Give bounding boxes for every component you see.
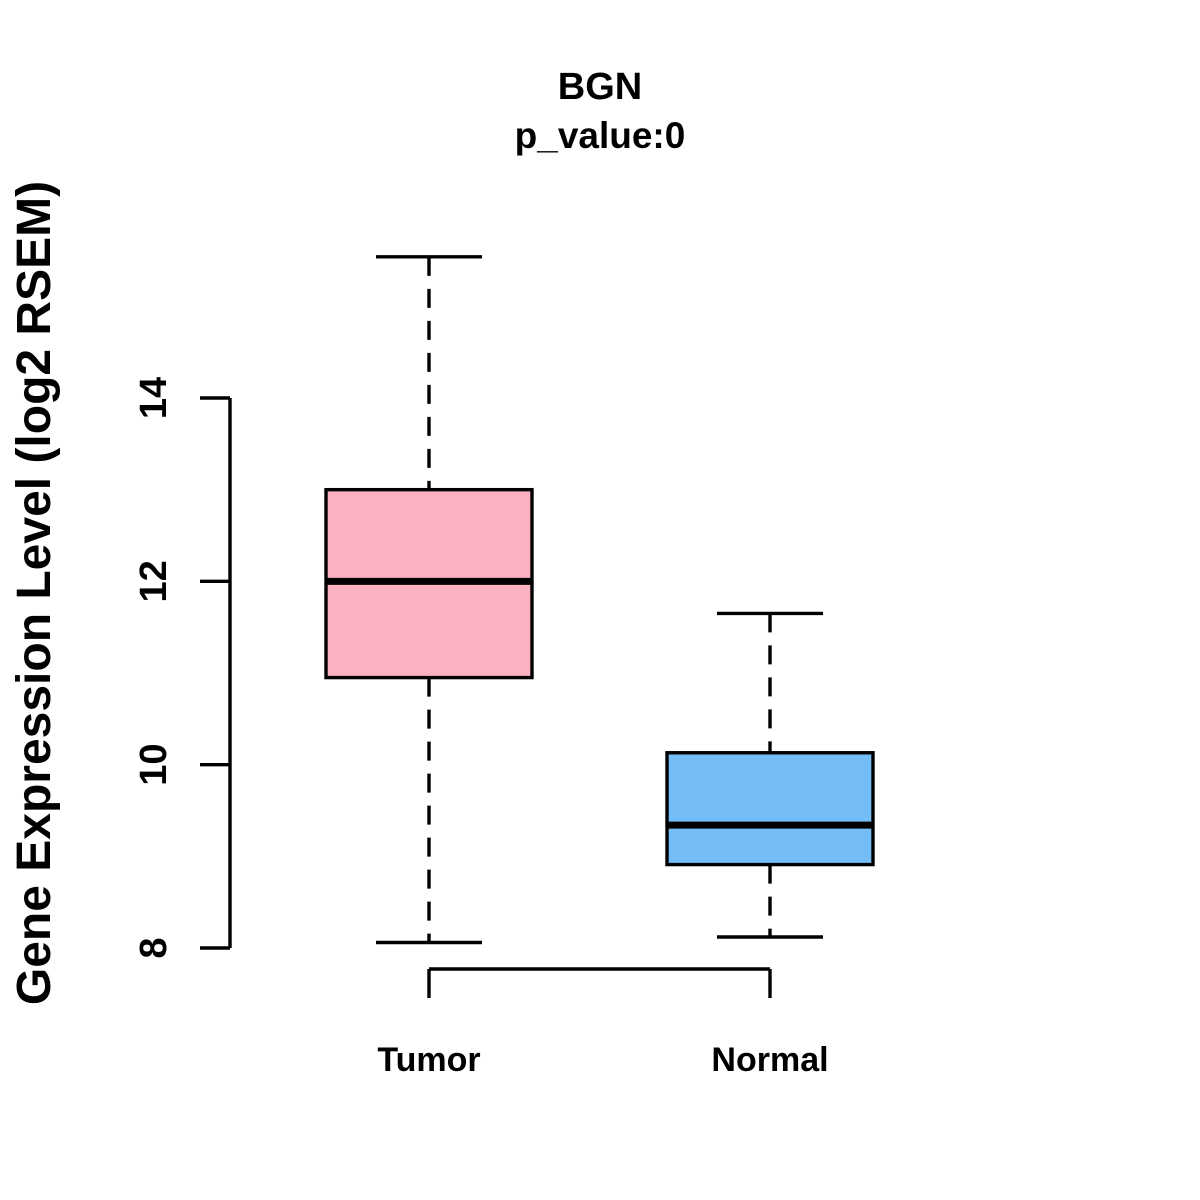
category-label-tumor: Tumor (377, 1041, 480, 1079)
iqr-box-normal (665, 751, 875, 867)
chart-title: BGN (557, 66, 643, 108)
y-tick-label: 8 (133, 937, 175, 958)
chart-subtitle: p_value:0 (514, 115, 686, 156)
y-tick-label: 12 (133, 560, 175, 602)
category-label-normal: Normal (711, 1041, 828, 1079)
y-tick-label: 10 (133, 744, 175, 786)
y-tick-label: 14 (133, 377, 175, 419)
